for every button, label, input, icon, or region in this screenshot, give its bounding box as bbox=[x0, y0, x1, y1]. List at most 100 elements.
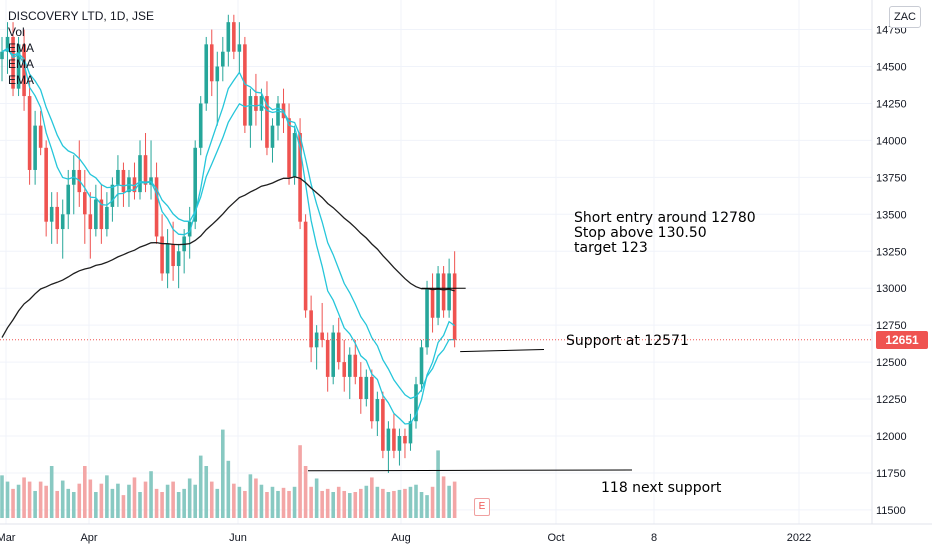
short-entry-line-1: Short entry around 12780 bbox=[574, 210, 756, 226]
candle-body bbox=[298, 133, 302, 222]
volume-bar bbox=[325, 488, 330, 518]
price-axis: 1475014500142501400013750135001325013000… bbox=[871, 0, 907, 524]
candle-body bbox=[347, 354, 352, 377]
candle-body bbox=[143, 155, 148, 185]
candle-body bbox=[325, 339, 330, 377]
candle-body bbox=[331, 332, 335, 377]
volume-bar bbox=[60, 480, 65, 518]
volume-bar bbox=[430, 486, 435, 518]
price-tick-label: 13500 bbox=[876, 209, 907, 221]
price-tick-label: 13750 bbox=[876, 172, 907, 184]
time-tick-label: Jun bbox=[229, 532, 247, 544]
volume-bar bbox=[303, 466, 308, 518]
support-label: Support at 12571 bbox=[566, 333, 689, 349]
short-entry-line-2: Stop above 130.50 bbox=[574, 225, 707, 241]
legend-indicator-ema-1[interactable]: EMA bbox=[8, 41, 35, 55]
volume-bar bbox=[83, 466, 87, 518]
volume-bar bbox=[110, 488, 115, 518]
volume-bar bbox=[265, 492, 269, 518]
volume-bar bbox=[94, 492, 98, 518]
short-entry-note: Short entry around 12780 Stop above 130.… bbox=[574, 211, 756, 256]
volume-bar bbox=[441, 476, 446, 518]
candle-body bbox=[303, 221, 308, 311]
candle-body bbox=[243, 44, 247, 126]
volume-bar bbox=[116, 483, 120, 518]
volume-bar bbox=[403, 488, 407, 518]
candle-body bbox=[176, 251, 181, 267]
candle-body bbox=[99, 199, 104, 230]
volume-bar bbox=[270, 486, 275, 518]
legend-indicator-ema-3[interactable]: EMA bbox=[8, 73, 35, 87]
candle-body bbox=[154, 177, 159, 237]
volume-bar bbox=[182, 488, 186, 518]
volume-bar bbox=[237, 486, 242, 518]
volume-bar bbox=[320, 490, 324, 518]
volume-bar bbox=[55, 490, 59, 518]
candle-body bbox=[160, 236, 164, 274]
ema-fast-line bbox=[1, 47, 455, 425]
volume-bar bbox=[226, 460, 231, 518]
candle-body bbox=[408, 421, 413, 444]
legend-indicator-vol[interactable]: Vol bbox=[8, 25, 25, 39]
candle-body bbox=[116, 169, 120, 185]
candle-body bbox=[309, 310, 313, 348]
candle-body bbox=[88, 214, 93, 230]
price-tick-label: 12000 bbox=[876, 431, 907, 443]
candle-body bbox=[121, 169, 126, 193]
candle-body bbox=[66, 184, 71, 215]
legend-symbol[interactable]: DISCOVERY LTD, 1D, JSE bbox=[8, 9, 155, 23]
time-axis: Mar Apr Jun Aug Oct 8 2022 bbox=[0, 523, 932, 544]
volume-bar bbox=[386, 492, 391, 518]
candle-body bbox=[209, 44, 214, 82]
volume-bar bbox=[0, 475, 4, 518]
time-tick-label: 8 bbox=[651, 532, 657, 544]
candle-body bbox=[419, 347, 424, 385]
candle-body bbox=[60, 214, 65, 230]
candle-body bbox=[33, 125, 37, 170]
volume-bar bbox=[66, 488, 71, 518]
next-support-label: 118 next support bbox=[601, 480, 722, 496]
volume-bar bbox=[375, 486, 380, 518]
legend-indicator-ema-2[interactable]: EMA bbox=[8, 57, 35, 71]
candle-body bbox=[165, 243, 170, 274]
volume-bar bbox=[331, 492, 335, 518]
volume-bar bbox=[353, 492, 358, 518]
user-drawings bbox=[0, 287, 872, 472]
candle-body bbox=[132, 177, 137, 193]
volume-bar bbox=[49, 466, 54, 518]
volume-bar bbox=[370, 477, 374, 518]
candle-body bbox=[353, 354, 358, 377]
candle-body bbox=[221, 51, 225, 67]
candle-body bbox=[381, 399, 385, 451]
currency-badge[interactable]: ZAC bbox=[889, 6, 921, 28]
candle-body bbox=[198, 103, 203, 148]
volume-bar bbox=[77, 483, 82, 518]
candlesticks bbox=[0, 14, 457, 473]
candle-body bbox=[171, 243, 175, 267]
candle-body bbox=[83, 192, 87, 215]
earnings-marker[interactable]: E bbox=[474, 498, 490, 516]
candle-body bbox=[38, 125, 43, 148]
candle-body bbox=[392, 428, 396, 451]
volume-bar bbox=[165, 484, 170, 518]
volume-bar bbox=[209, 481, 214, 518]
volume-bar bbox=[243, 490, 247, 518]
volume-bar bbox=[414, 484, 418, 518]
volume-bar bbox=[447, 485, 451, 518]
volume-bar bbox=[121, 495, 126, 518]
volume-bar bbox=[347, 493, 352, 518]
candle-body bbox=[292, 133, 297, 178]
volume-bar bbox=[171, 481, 175, 518]
price-tick-label: 14250 bbox=[876, 98, 907, 110]
volume-bar bbox=[143, 481, 148, 518]
volume-bar bbox=[298, 445, 302, 518]
candle-body bbox=[187, 221, 192, 237]
candle-body bbox=[16, 44, 21, 89]
candle-body bbox=[403, 436, 407, 444]
candle-body bbox=[342, 362, 347, 377]
candle-body bbox=[336, 332, 341, 363]
last-price-tag: 12651 bbox=[876, 331, 928, 349]
support-trendline bbox=[460, 349, 545, 353]
candle-body bbox=[193, 147, 197, 222]
